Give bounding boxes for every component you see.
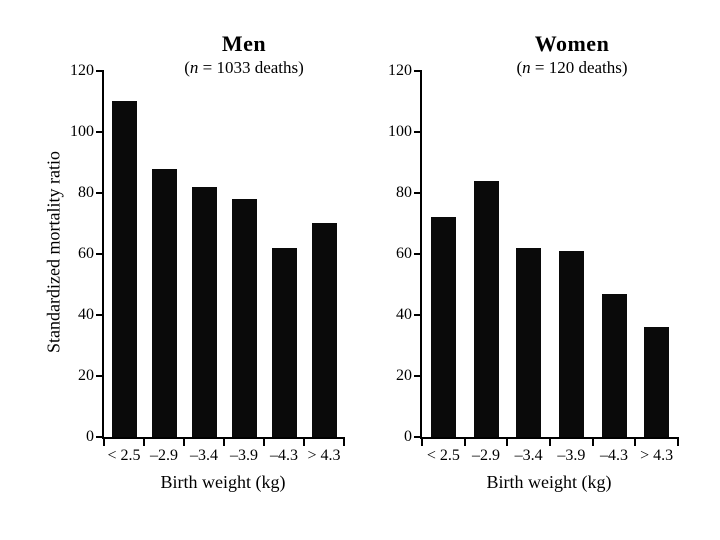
y-tick-label: 0 (404, 428, 412, 445)
x-axis-title-women: Birth weight (kg) (486, 472, 612, 492)
x-tick (223, 437, 225, 446)
bar-women-1 (430, 217, 456, 437)
bar-men-4 (231, 199, 257, 437)
y-tick (414, 253, 422, 255)
x-tick-label: > 4.3 (640, 447, 674, 464)
y-tick (96, 192, 104, 194)
y-tick (96, 436, 104, 438)
x-tick-label: –4.3 (600, 447, 628, 464)
x-tick (421, 437, 423, 446)
x-tick (463, 437, 466, 446)
y-tick-label: 60 (78, 245, 94, 262)
x-tick-label: –3.4 (514, 447, 543, 464)
y-tick-label: 80 (78, 184, 94, 201)
bar-men-2 (151, 169, 177, 437)
y-tick-label: 20 (78, 367, 94, 384)
x-tick (677, 437, 679, 446)
y-tick (96, 375, 104, 377)
x-tick (343, 437, 345, 446)
bar-women-6 (644, 327, 670, 437)
chart-title-women: Women (534, 31, 610, 56)
x-axis-title-men: Birth weight (kg) (160, 472, 286, 492)
y-tick-label: 40 (78, 306, 94, 323)
x-tick-label: –2.9 (150, 447, 178, 464)
x-tick (103, 437, 105, 446)
bar-women-5 (601, 294, 627, 437)
chart-subtitle-men: (n = 1033 deaths) (124, 58, 364, 78)
y-tick-label: 20 (396, 367, 412, 384)
chart-subtitle-women: (n = 120 deaths) (444, 58, 700, 78)
x-tick (183, 437, 185, 446)
x-tick-label: –4.3 (270, 447, 298, 464)
y-tick (414, 70, 422, 72)
y-tick-label: 0 (86, 428, 94, 445)
y-tick-label: 120 (70, 62, 94, 79)
x-tick-label: –3.9 (557, 447, 586, 464)
subtitle-open-paren: ( (184, 58, 190, 77)
x-tick (591, 437, 594, 446)
x-tick (303, 437, 305, 446)
y-tick-label: 100 (388, 123, 412, 140)
x-tick (263, 437, 265, 446)
x-tick-label: < 2.5 (426, 447, 460, 464)
subtitle-count-text: = 120 deaths) (530, 58, 628, 77)
y-tick-label: 100 (70, 123, 94, 140)
subtitle-n-symbol: n (522, 58, 531, 77)
bar-women-3 (516, 248, 542, 437)
bar-men-5 (271, 248, 297, 437)
subtitle-open-paren: ( (516, 58, 523, 77)
y-tick (96, 70, 104, 72)
y-tick (96, 253, 104, 255)
y-tick (414, 375, 422, 377)
subtitle-count-text: = 1033 deaths) (198, 58, 304, 77)
x-tick-label: < 2.5 (107, 447, 141, 464)
chart-title-men: Men (221, 31, 267, 56)
y-tick (96, 314, 104, 316)
x-tick-label: –2.9 (472, 447, 500, 464)
y-tick (414, 314, 422, 316)
y-tick-label: 60 (396, 245, 412, 262)
plot-area-women: 0 20 40 60 80 100 120 < 2.5 –2.9 –3.4 –3.9 –4.3 > 4.… (388, 62, 679, 464)
y-tick (96, 131, 104, 133)
y-tick (414, 192, 422, 194)
bar-men-1 (111, 101, 137, 437)
x-tick-label: –3.4 (190, 447, 218, 464)
y-tick-label: 80 (396, 184, 412, 201)
bar-women-4 (558, 251, 584, 437)
x-tick-label: –3.9 (230, 447, 258, 464)
x-tick (143, 437, 145, 446)
bar-men-3 (191, 187, 217, 437)
x-tick-label: > 4.3 (307, 447, 341, 464)
y-tick-label: 40 (396, 306, 412, 323)
subtitle-n-symbol: n (189, 58, 199, 77)
y-tick-label: 120 (388, 62, 412, 79)
x-tick (634, 437, 637, 446)
y-tick (414, 436, 422, 438)
x-tick (506, 437, 509, 446)
y-tick (414, 131, 422, 133)
bar-women-2 (473, 181, 499, 437)
x-tick (549, 437, 551, 446)
bar-men-6 (311, 223, 337, 437)
plot-area-men: 0 20 40 60 80 100 120 < 2.5 –2.9 –3.4 –3.9 –4.3 > 4.… (70, 62, 345, 464)
